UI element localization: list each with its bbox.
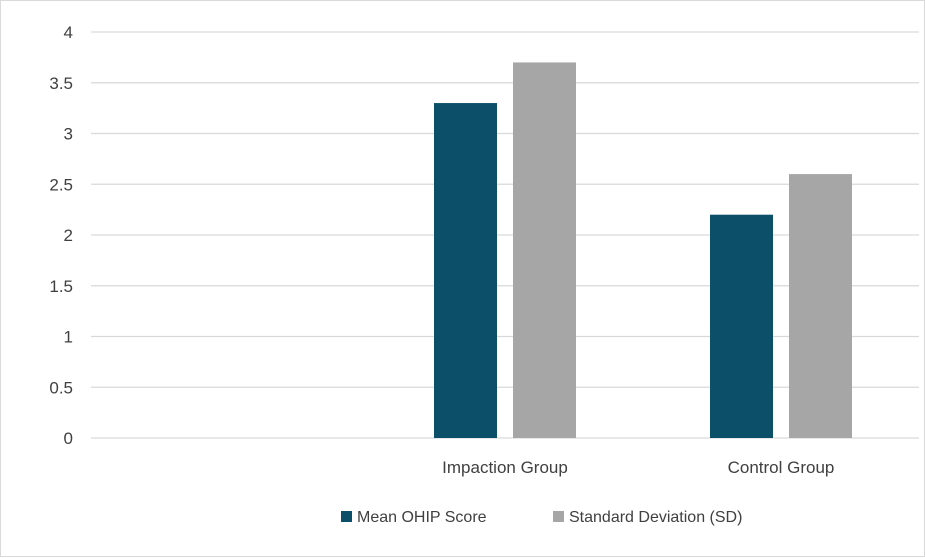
x-category-label: Control Group xyxy=(728,458,835,477)
y-tick-label: 3 xyxy=(64,125,73,144)
y-tick-label: 1 xyxy=(64,328,73,347)
y-tick-label: 0 xyxy=(64,429,73,448)
x-axis-categories: Impaction Group Control Group xyxy=(442,458,834,477)
bars xyxy=(434,62,852,439)
bar-sd xyxy=(789,174,852,438)
y-tick-label: 3.5 xyxy=(49,74,73,93)
legend-swatch xyxy=(341,511,352,522)
y-tick-label: 1.5 xyxy=(49,277,73,296)
y-tick-label: 4 xyxy=(64,23,73,42)
legend: Mean OHIP Score Standard Deviation (SD) xyxy=(341,509,742,526)
gridlines xyxy=(91,31,919,439)
legend-label: Mean OHIP Score xyxy=(357,509,487,526)
bar-sd xyxy=(513,62,576,438)
legend-label: Standard Deviation (SD) xyxy=(569,509,742,526)
x-category-label: Impaction Group xyxy=(442,458,568,477)
bar-mean xyxy=(710,214,773,438)
y-tick-label: 2 xyxy=(64,226,73,245)
legend-swatch xyxy=(553,511,564,522)
y-tick-label: 2.5 xyxy=(49,175,73,194)
y-tick-label: 0.5 xyxy=(49,378,73,397)
bar-mean xyxy=(434,103,497,439)
y-axis-ticks: 0 0.5 1 1.5 2 2.5 3 3.5 4 xyxy=(49,23,73,448)
